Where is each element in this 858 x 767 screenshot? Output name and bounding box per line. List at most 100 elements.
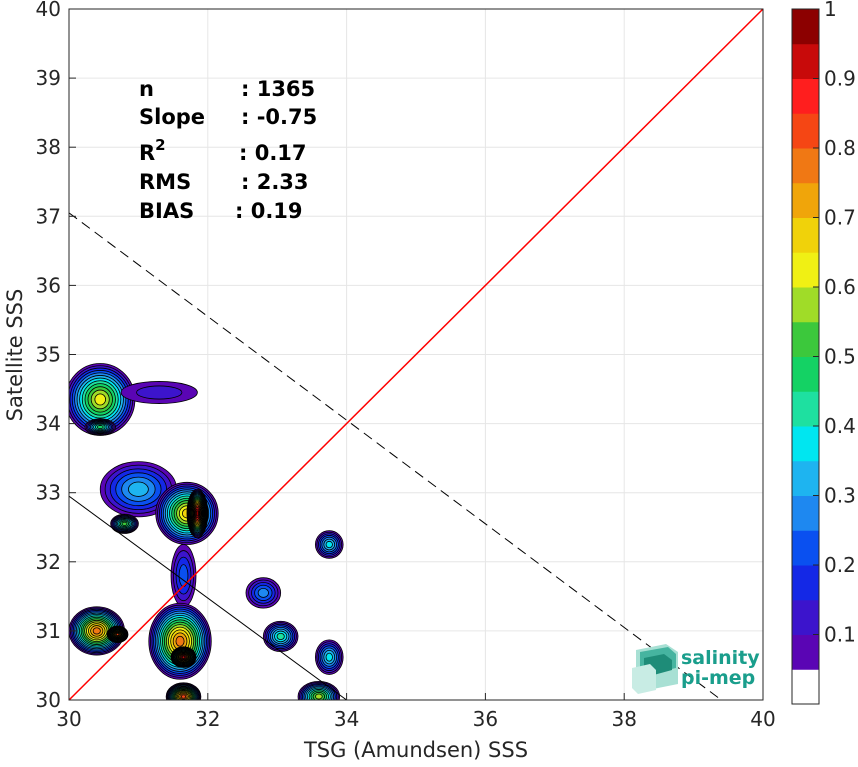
contour-level-12-16 (115, 632, 120, 636)
colorbar-tick-label-7: 0.8 (824, 136, 856, 160)
contour-level-3-6 (128, 481, 149, 497)
colorbar-segment-16 (792, 113, 819, 149)
logo-emblem-icon (632, 644, 678, 694)
contour-level-16-7 (325, 652, 333, 662)
colorbar-segment-12 (792, 252, 819, 288)
fit-line-solid (69, 495, 347, 700)
y-tick-label-7: 37 (36, 204, 61, 228)
colorbar-segment-8 (792, 391, 819, 427)
density-blob-12 (106, 625, 129, 644)
y-tick-label-0: 30 (36, 688, 61, 712)
colorbar-segment-13 (792, 217, 819, 253)
colorbar-segment-6 (792, 460, 819, 496)
contour-level-1-2 (136, 385, 183, 400)
stat-value-3: : 2.33 (241, 170, 309, 194)
y-tick-label-3: 33 (36, 481, 61, 505)
stat-label-4: BIAS (139, 199, 194, 223)
contour-level-15-7 (325, 540, 333, 549)
stat-value-2: : 0.17 (239, 141, 307, 165)
stat-label-1: Slope (139, 105, 205, 129)
stat-value-0: : 1365 (241, 77, 315, 101)
density-blob-17 (297, 680, 341, 700)
y-tick-label-1: 31 (36, 619, 61, 643)
colorbar-segment-15 (792, 148, 819, 184)
y-tick-label-6: 36 (36, 273, 61, 297)
density-blob-6 (110, 513, 139, 534)
contour-level-13-5 (257, 587, 269, 598)
colorbar-segment-2 (792, 599, 819, 635)
y-axis-ticks: 30 31 32 33 34 35 36 37 38 39 40 (36, 0, 76, 712)
density-blob-10 (165, 682, 202, 700)
y-tick-label-4: 34 (36, 412, 61, 436)
stat-value-4: : 0.19 (235, 199, 303, 223)
density-contours (69, 363, 344, 700)
density-blob-9 (170, 646, 197, 668)
logo-text-line1: salinity (681, 647, 760, 669)
contour-level-5-19 (195, 510, 199, 517)
x-axis-label: TSG (Amundsen) SSS (303, 738, 528, 762)
colorbar-segment-9 (792, 356, 819, 392)
density-blob-13 (245, 577, 282, 609)
colorbar-segment-3 (792, 565, 819, 601)
colorbar-tick-label-8: 0.9 (824, 67, 856, 91)
colorbar-segment-10 (792, 321, 819, 357)
colorbar-segment-19 (792, 9, 819, 45)
x-tick-label-1: 32 (195, 707, 220, 731)
colorbar-segment-11 (792, 287, 819, 323)
y-tick-label-8: 38 (36, 135, 61, 159)
colorbar-tick-label-2: 0.3 (824, 484, 856, 508)
contour-level-11-15 (92, 627, 101, 635)
contour-level-10-16 (180, 694, 187, 699)
x-tick-label-0: 30 (56, 707, 81, 731)
density-blob-16 (314, 639, 344, 675)
density-blob-1 (120, 381, 198, 404)
stat-value-1: : -0.75 (241, 105, 317, 129)
x-tick-label-5: 40 (750, 707, 775, 731)
y-tick-label-10: 40 (36, 0, 61, 21)
colorbar-segment-7 (792, 426, 819, 462)
y-axis-label: Satellite SSS (3, 289, 27, 422)
contour-level-9-18 (181, 655, 186, 659)
fit-line-dashed (69, 212, 722, 700)
density-blob-7 (170, 544, 197, 608)
x-tick-label-4: 38 (611, 707, 636, 731)
colorbar-segment-5 (792, 495, 819, 531)
colorbar-tick-label-3: 0.4 (824, 414, 856, 438)
contour-level-8-15 (175, 635, 185, 647)
colorbar-tick-label-6: 0.7 (824, 206, 856, 230)
colorbar: 0.1 0.2 0.3 0.4 0.5 0.6 0.7 0.8 0.9 1 (791, 0, 856, 705)
density-blob-14 (262, 620, 299, 653)
contour-level-6-10 (121, 521, 128, 526)
colorbar-tick-label-1: 0.2 (824, 553, 856, 577)
density-blob-2 (84, 418, 116, 436)
x-tick-label-2: 34 (334, 707, 359, 731)
stat-superscript: 2 (155, 136, 165, 154)
salinity-pimep-logo: salinity pi-mep (632, 644, 760, 694)
identity-line (69, 9, 763, 700)
y-tick-label-9: 39 (36, 66, 61, 90)
colorbar-tick-label-9: 1 (824, 0, 837, 21)
colorbar-segment-18 (792, 43, 819, 79)
density-blob-0 (69, 363, 136, 436)
contour-level-14-8 (276, 632, 285, 641)
contour-level-0-12 (94, 393, 107, 406)
density-blob-8 (148, 602, 212, 680)
colorbar-segment-1 (792, 634, 819, 670)
colorbar-segment-4 (792, 530, 819, 566)
x-axis-ticks: 30 32 34 36 38 40 (56, 693, 776, 731)
x-tick-label-3: 36 (473, 707, 498, 731)
stat-label-3: RMS (139, 170, 191, 194)
density-blob-15 (314, 530, 344, 559)
contour-level-17-11 (314, 693, 323, 700)
colorbar-segment-17 (792, 78, 819, 114)
colorbar-segment-14 (792, 182, 819, 218)
stat-label-0: n (139, 77, 154, 101)
colorbar-tick-label-5: 0.6 (824, 275, 856, 299)
y-tick-label-5: 35 (36, 343, 61, 367)
colorbar-tick-label-0: 0.1 (824, 623, 856, 647)
y-tick-label-2: 32 (36, 550, 61, 574)
logo-text-line2: pi-mep (681, 667, 755, 689)
reference-lines (69, 9, 763, 700)
